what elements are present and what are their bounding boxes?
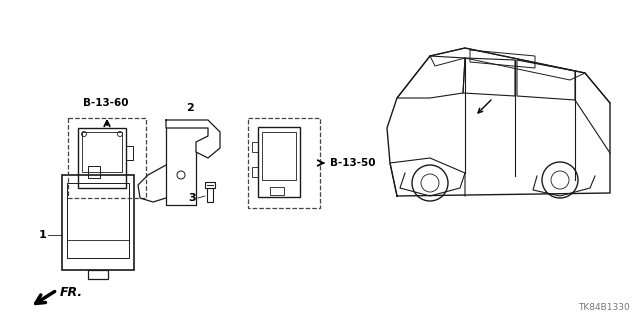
Bar: [207, 188, 213, 202]
Text: 3: 3: [188, 193, 196, 203]
Bar: [258, 127, 300, 197]
Bar: [62, 175, 134, 270]
Text: TK84B1330: TK84B1330: [579, 303, 630, 312]
Bar: [88, 270, 108, 279]
Text: FR.: FR.: [60, 285, 83, 299]
Bar: [78, 128, 126, 188]
Bar: [82, 132, 122, 172]
Bar: [252, 142, 258, 152]
Text: B-13-50: B-13-50: [330, 158, 376, 168]
Bar: [262, 132, 296, 180]
Bar: [67, 183, 129, 258]
Text: 1: 1: [38, 230, 46, 240]
Text: B-13-60: B-13-60: [83, 98, 129, 108]
Bar: [248, 118, 320, 208]
Bar: [252, 167, 258, 177]
Bar: [68, 118, 146, 198]
Bar: [270, 187, 284, 195]
Bar: [126, 146, 133, 160]
Bar: [205, 182, 215, 188]
Text: 2: 2: [186, 103, 194, 113]
Bar: [88, 166, 100, 178]
